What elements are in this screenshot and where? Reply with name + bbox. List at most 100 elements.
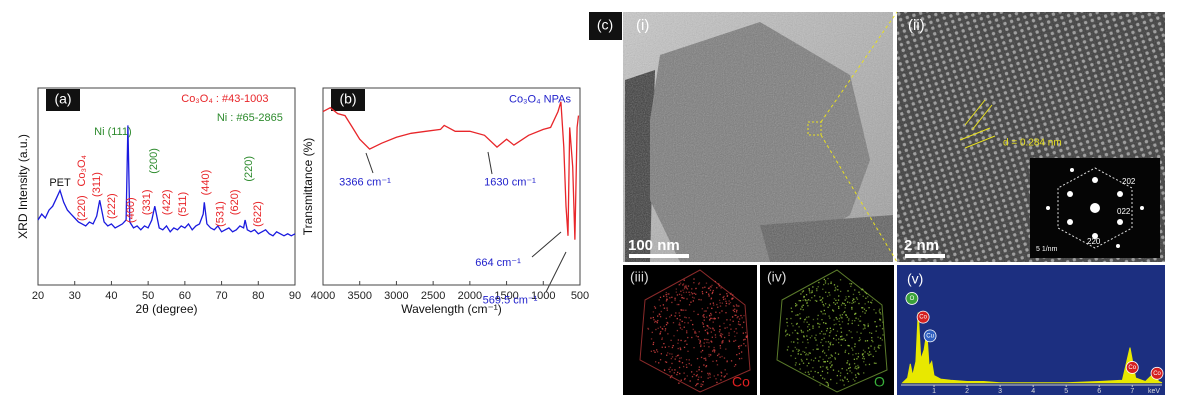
speckle <box>859 320 862 322</box>
speckle <box>867 347 870 349</box>
speckle <box>683 326 685 328</box>
element-label: Co <box>732 374 750 390</box>
speckle <box>681 320 683 323</box>
speckle <box>736 309 738 312</box>
speckle <box>684 321 686 324</box>
speckle <box>688 291 690 293</box>
speckle <box>696 383 698 385</box>
speckle <box>868 354 870 356</box>
x-tick-label: 40 <box>105 290 117 302</box>
speckle <box>786 318 788 320</box>
speckle <box>872 340 874 343</box>
speckle <box>650 317 652 319</box>
speckle <box>806 335 808 337</box>
speckle <box>707 377 709 379</box>
speckle <box>865 292 868 295</box>
speckle <box>701 322 704 324</box>
speckle <box>825 291 827 293</box>
x-tick-label: 1 <box>932 388 936 395</box>
speckle <box>844 339 847 342</box>
annotation: 569.5 cm⁻¹ <box>483 295 538 307</box>
speckle <box>832 343 834 346</box>
speckle <box>834 352 837 354</box>
speckle <box>840 372 842 374</box>
speckle <box>803 321 805 323</box>
speckle <box>799 368 801 370</box>
speckle <box>721 333 724 336</box>
speckle <box>879 312 881 314</box>
speckle <box>873 348 876 350</box>
speckle <box>805 352 808 355</box>
speckle <box>701 291 704 293</box>
speckle <box>697 336 699 338</box>
speckle <box>811 297 813 299</box>
speckle <box>864 303 866 305</box>
x-tick-label: 60 <box>179 290 191 302</box>
speckle <box>678 293 681 296</box>
speckle <box>817 322 819 325</box>
speckle <box>837 299 840 301</box>
data-line <box>37 125 296 237</box>
speckle <box>726 294 729 297</box>
speckle <box>700 356 703 359</box>
speckle <box>841 313 844 316</box>
speckle <box>706 341 708 344</box>
speckle <box>714 317 716 320</box>
map-background <box>623 265 757 395</box>
speckle <box>848 318 850 320</box>
speckle <box>816 344 818 346</box>
speckle <box>852 354 854 356</box>
speckle <box>812 325 814 327</box>
speckle <box>655 328 657 331</box>
speckle <box>862 307 864 309</box>
speckle <box>851 302 853 305</box>
speckle <box>705 282 708 284</box>
speckle <box>796 338 799 340</box>
speckle <box>800 353 802 356</box>
speckle <box>786 333 789 335</box>
speckle <box>860 289 863 291</box>
speckle <box>693 282 695 284</box>
speckle <box>663 342 665 345</box>
speckle <box>845 298 848 300</box>
speckle <box>713 346 715 349</box>
speckle <box>818 360 820 362</box>
speckle <box>858 320 861 322</box>
speckle <box>691 336 693 339</box>
speckle <box>687 285 690 287</box>
speckle <box>794 364 797 366</box>
speckle <box>844 349 847 352</box>
speckle <box>873 308 875 311</box>
speckle <box>851 306 853 309</box>
speckle <box>851 319 854 322</box>
speckle <box>829 342 831 345</box>
speckle <box>676 371 679 374</box>
speckle <box>655 361 657 363</box>
speckle <box>849 370 851 372</box>
speckle <box>800 308 802 310</box>
speckle <box>846 369 848 371</box>
speckle <box>676 317 678 320</box>
speckle <box>875 330 877 332</box>
speckle <box>817 371 819 374</box>
speckle <box>720 379 722 381</box>
speckle <box>687 350 689 352</box>
speckle <box>828 346 830 348</box>
speckle <box>808 290 811 292</box>
spectrum <box>901 312 1163 384</box>
speckle <box>745 336 748 338</box>
speckle <box>715 360 718 362</box>
speckle <box>720 336 723 338</box>
speckle <box>702 381 704 383</box>
speckle <box>660 353 663 355</box>
speckle <box>797 353 799 355</box>
speckle <box>734 339 737 342</box>
speckle <box>870 332 873 334</box>
speckle <box>706 331 708 333</box>
speckle <box>698 331 700 333</box>
speckle <box>858 339 860 342</box>
speckle <box>653 319 655 321</box>
speckle <box>698 376 700 378</box>
speckle <box>706 316 708 318</box>
speckle <box>681 296 683 299</box>
